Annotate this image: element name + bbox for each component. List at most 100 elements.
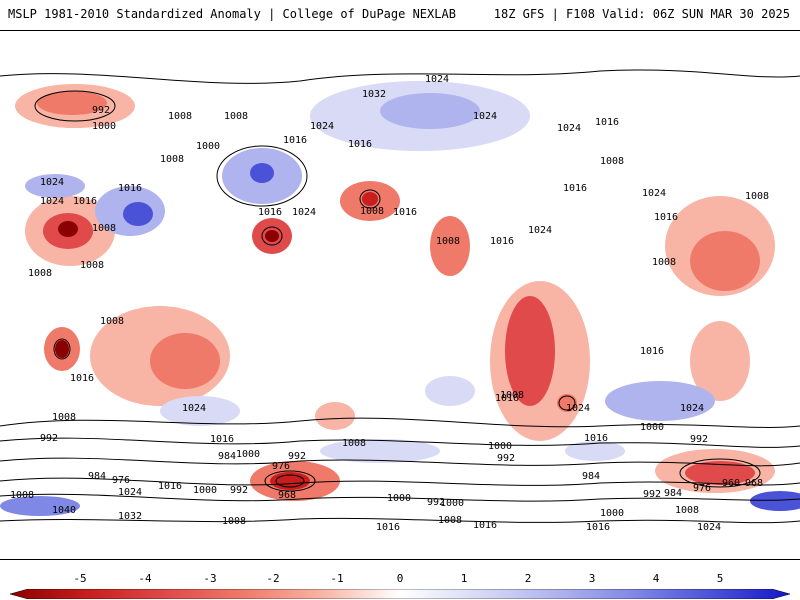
isobar-label: 1040 (52, 505, 76, 516)
isobar-label: 992 (690, 434, 708, 445)
isobar-label: 1016 (283, 135, 307, 146)
colorbar-tick: 3 (588, 572, 596, 585)
anomaly-region-mexico (430, 216, 470, 276)
isobar-label: 968 (278, 490, 296, 501)
map-canvas: 992 1000 1008 1032 1024 1008 1024 1024 1… (0, 69, 800, 533)
isobar-label: 1032 (118, 511, 142, 522)
isobar-label: 1024 (680, 403, 704, 414)
isobar-label: 1000 (196, 141, 220, 152)
isobar-line (0, 493, 800, 502)
isobar-label: 1000 (440, 498, 464, 509)
isobar-line (264, 470, 316, 492)
isobar-label: 1016 (640, 346, 664, 357)
isobar-label: 968 (745, 478, 763, 489)
isobar-label: 984 (88, 471, 106, 482)
isobar-label: 1016 (586, 522, 610, 533)
isobar-label: 1008 (652, 257, 676, 268)
isobar-label: 1008 (436, 236, 460, 247)
anomaly-region-africa-south (690, 321, 750, 401)
map-title: MSLP 1981-2010 Standardized Anomaly | Co… (8, 7, 456, 21)
isobar-line (0, 457, 800, 467)
isobar-label: 960 (722, 478, 740, 489)
anomaly-map: 992 1000 1008 1032 1024 1008 1024 1024 1… (0, 30, 800, 560)
colorbar-tick: -4 (138, 572, 152, 585)
isobar-label: 984 (582, 471, 600, 482)
isobar-line (53, 338, 71, 360)
anomaly-region-china-center (58, 221, 78, 237)
isobar-line (359, 189, 381, 209)
isobar-label: 1008 (100, 316, 124, 327)
anomaly-region-greenland-core (380, 93, 480, 129)
anomaly-region-australia-core (150, 333, 220, 389)
anomaly-region-africa-north-core (690, 231, 760, 291)
isobar-label: 1008 (10, 490, 34, 501)
colorbar-tick: 2 (524, 572, 532, 585)
anomaly-region-antarctic-east (750, 491, 800, 511)
isobar-label: 1008 (80, 260, 104, 271)
isobar-label: 1008 (92, 223, 116, 234)
isobar-label: 1016 (348, 139, 372, 150)
isobar-contours (0, 69, 800, 524)
isobar-label: 1000 (193, 485, 217, 496)
isobar-line (0, 417, 800, 428)
colorbar-tick: 5 (716, 572, 724, 585)
model-run-info: 18Z GFS | F108 Valid: 06Z SUN MAR 30 202… (493, 7, 790, 21)
isobar-label: 1008 (675, 505, 699, 516)
isobar-label: 1016 (584, 433, 608, 444)
anomaly-region-antarctic-west (0, 496, 80, 516)
isobar-line (0, 477, 800, 486)
isobar-label: 1016 (70, 373, 94, 384)
colorbar-tick: 4 (652, 572, 660, 585)
isobar-line (0, 517, 800, 524)
isobar-label: 976 (693, 483, 711, 494)
anomaly-region-south-pacific (315, 402, 355, 430)
isobar-labels: 992 1000 1008 1032 1024 1008 1024 1024 1… (10, 74, 769, 533)
isobar-label: 1008 (222, 516, 246, 527)
anomaly-region-south-america-core (505, 296, 555, 406)
isobar-label: 1008 (160, 154, 184, 165)
isobar-label: 992 (40, 433, 58, 444)
isobar-label: 1016 (158, 481, 182, 492)
isobar-label: 1000 (387, 493, 411, 504)
isobar-line (0, 437, 800, 448)
isobar-label: 1024 (40, 196, 64, 207)
colorbar-tick: 1 (460, 572, 468, 585)
header: MSLP 1981-2010 Standardized Anomaly | Co… (0, 0, 800, 30)
isobar-label: 1008 (28, 268, 52, 279)
isobar-line (275, 474, 305, 488)
anomaly-region-indian-ocean-core (55, 340, 69, 358)
anomaly-region-ne-pacific-core (362, 192, 378, 206)
isobar-line (261, 226, 283, 246)
isobar-label: 1016 (73, 196, 97, 207)
isobar-label: 1016 (376, 522, 400, 533)
positive-anomaly-fills (0, 81, 800, 516)
isobar-label: 1000 (640, 422, 664, 433)
isobar-line (558, 395, 576, 411)
anomaly-region-pacific-low-core (265, 230, 279, 242)
isobar-label: 1008 (360, 206, 384, 217)
anomaly-colorbar: -5 -4 -3 -2 -1 0 1 2 3 4 5 (0, 572, 800, 600)
isobar-label: 984 (218, 451, 236, 462)
isobar-label: 976 (272, 461, 290, 472)
isobar-label: 1000 (92, 121, 116, 132)
anomaly-region-sw-atlantic (565, 441, 625, 461)
colorbar-tick: -3 (203, 572, 217, 585)
colorbar-tick: -2 (266, 572, 280, 585)
isobar-label: 1008 (224, 111, 248, 122)
colorbar-tick: -5 (73, 572, 87, 585)
isobar-label: 992 (497, 453, 515, 464)
isobar-label: 1016 (473, 520, 497, 531)
anomaly-region-south-pacific-high (425, 376, 475, 406)
anomaly-region-southern-ocean-mid (320, 439, 440, 463)
isobar-label: 1016 (258, 207, 282, 218)
anomaly-region-south-indian (605, 381, 715, 421)
isobar-label: 1024 (473, 111, 497, 122)
isobar-label: 984 (664, 488, 682, 499)
colorbar-tick: -1 (330, 572, 344, 585)
isobar-label: 1024 (118, 487, 142, 498)
isobar-label: 1024 (642, 188, 666, 199)
isobar-label: 1016 (595, 117, 619, 128)
isobar-label: 992 (427, 497, 445, 508)
isobar-label: 1016 (563, 183, 587, 194)
isobar-line (34, 90, 116, 122)
